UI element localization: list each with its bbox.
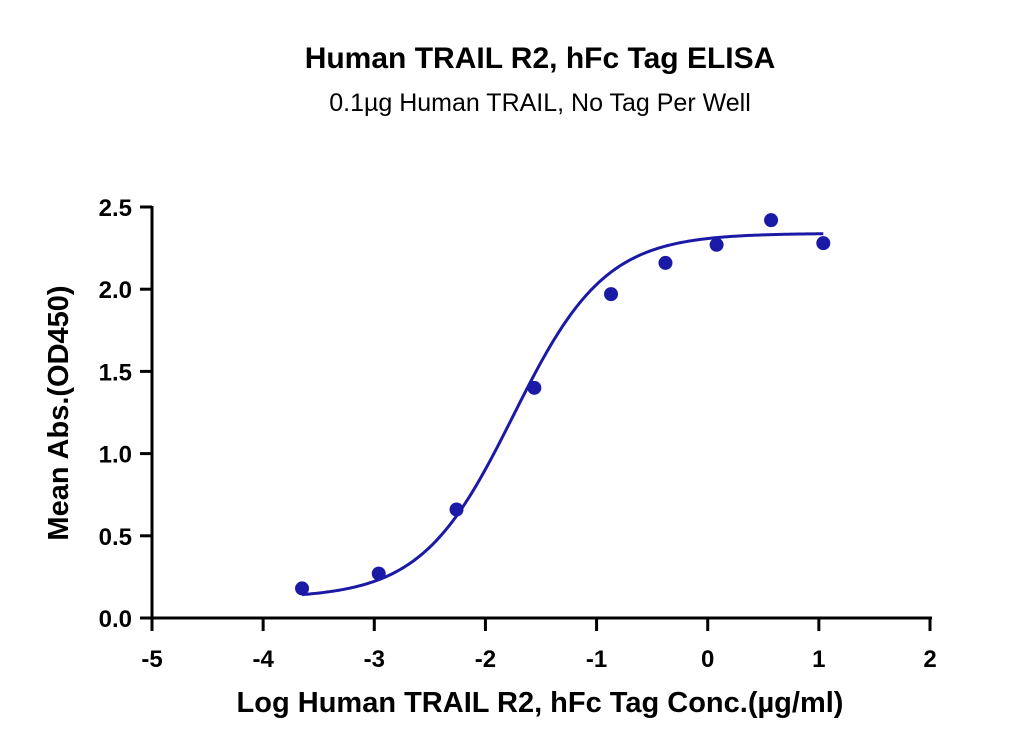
y-tick-label: 0.0 (99, 606, 132, 633)
data-point (604, 287, 619, 302)
y-tick-label: 2.0 (99, 277, 132, 304)
fit-curve (301, 232, 824, 597)
x-tick-label: -1 (586, 646, 607, 673)
x-tick-label: 0 (701, 646, 714, 673)
x-tick-label: -2 (475, 646, 496, 673)
data-point (371, 566, 386, 581)
chart-subtitle: 0.1µg Human TRAIL, No Tag Per Well (329, 89, 751, 117)
data-point (764, 213, 779, 228)
y-axis-label: Mean Abs.(OD450) (43, 285, 75, 540)
chart-title: Human TRAIL R2, hFc Tag ELISA (305, 42, 776, 75)
x-tick-label: -5 (141, 646, 162, 673)
data-points (295, 213, 831, 596)
x-axis-label: Log Human TRAIL R2, hFc Tag Conc.(µg/ml) (237, 687, 844, 719)
x-tick-label: 1 (812, 646, 825, 673)
data-point (527, 380, 542, 395)
plot-area: 0.0 0.5 1.0 1.5 2.0 2.5 -5 -4 -3 -2 -1 0 1 2 (99, 195, 937, 673)
x-axis-ticks: -5 -4 -3 -2 -1 0 1 2 (141, 618, 937, 673)
y-tick-label: 1.0 (99, 442, 132, 469)
y-tick-label: 1.5 (99, 359, 132, 386)
y-tick-label: 0.5 (99, 524, 132, 551)
data-point (449, 502, 464, 517)
x-tick-label: -4 (252, 646, 274, 673)
y-axis-ticks: 0.0 0.5 1.0 1.5 2.0 2.5 (99, 195, 152, 633)
data-point (816, 236, 831, 251)
data-point (658, 255, 673, 270)
x-tick-label: -3 (364, 646, 385, 673)
data-point (295, 581, 310, 596)
data-point (709, 237, 724, 252)
x-tick-label: 2 (923, 646, 936, 673)
y-tick-label: 2.5 (99, 195, 132, 222)
